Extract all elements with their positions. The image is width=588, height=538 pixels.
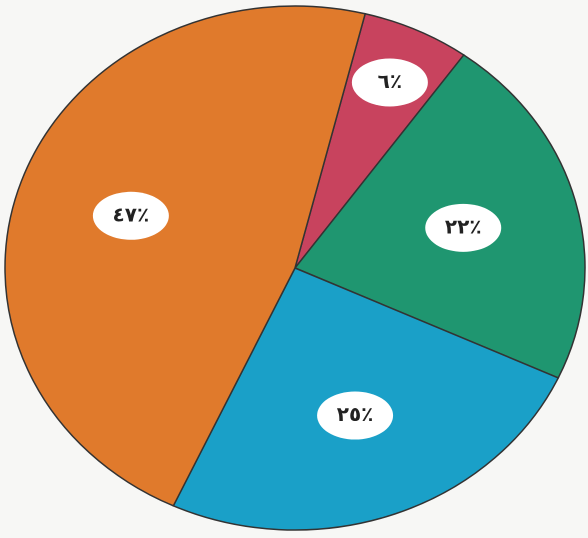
data-label: ٦٪ bbox=[378, 69, 402, 93]
data-label: ٤٧٪ bbox=[113, 202, 150, 226]
pie-slice bbox=[4, 5, 367, 507]
label-cloud bbox=[425, 203, 502, 252]
label-cloud bbox=[317, 391, 394, 440]
data-label: ٢٢٪ bbox=[445, 214, 482, 238]
label-cloud bbox=[92, 191, 169, 240]
label-cloud bbox=[351, 58, 428, 107]
data-label: ٢٥٪ bbox=[337, 402, 374, 426]
